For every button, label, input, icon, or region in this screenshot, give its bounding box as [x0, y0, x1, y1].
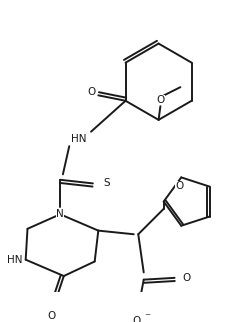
Text: O: O [156, 95, 164, 105]
Text: O: O [87, 87, 95, 97]
Text: O: O [132, 317, 141, 322]
Text: ⁻: ⁻ [144, 311, 151, 322]
Text: HN: HN [71, 134, 86, 144]
Text: O: O [47, 311, 55, 321]
Text: O: O [175, 182, 184, 192]
Text: S: S [103, 178, 110, 188]
Text: N: N [56, 209, 64, 219]
Text: HN: HN [7, 255, 23, 265]
Text: O: O [182, 273, 190, 283]
